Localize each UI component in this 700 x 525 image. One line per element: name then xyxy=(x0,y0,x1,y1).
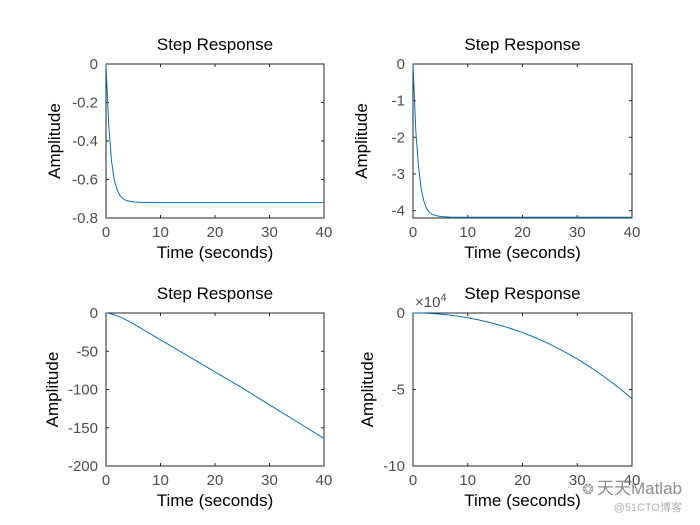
x-axis-label: Time (seconds) xyxy=(464,491,581,510)
chart-title: Step Response xyxy=(464,284,580,303)
y-tick-label: -200 xyxy=(68,458,98,475)
y-tick-label: -5 xyxy=(392,382,405,399)
y-tick-label: -50 xyxy=(76,343,98,360)
y-tick-label: -4 xyxy=(392,203,405,220)
y-tick-label: -0.8 xyxy=(72,210,98,227)
series-line-1 xyxy=(105,63,324,204)
x-tick-label: 0 xyxy=(409,472,417,489)
y-tick-label: -0.2 xyxy=(72,95,98,112)
x-tick-label: 30 xyxy=(261,224,278,241)
x-tick-label: 10 xyxy=(459,472,476,489)
x-tick-label: 10 xyxy=(152,224,169,241)
chart-title: Step Response xyxy=(464,35,580,54)
y-tick-label: -3 xyxy=(392,166,405,183)
y-tick-label: -0.6 xyxy=(72,172,98,189)
y-tick-label: 0 xyxy=(90,56,98,73)
x-tick-label: 40 xyxy=(316,472,333,489)
y-tick-label: -10 xyxy=(383,458,405,475)
x-tick-label: 40 xyxy=(624,224,641,241)
y-tick-label: -1 xyxy=(392,93,405,110)
y-tick-label: 0 xyxy=(397,56,405,73)
subplot-3: 0 10 20 30 40 0 -50 -100 -150 -200 Step Response Ti… xyxy=(43,284,332,510)
y-tick-label: 0 xyxy=(397,305,405,322)
subplot-2: 0 10 20 30 40 0 -1 -2 -3 -4 Step Response Time (sec… xyxy=(352,35,640,262)
y-axis-label: Amplitude xyxy=(358,352,377,428)
x-tick-label: 20 xyxy=(514,472,531,489)
x-tick-label: 0 xyxy=(102,224,110,241)
wechat-icon: ❂ xyxy=(582,481,594,497)
x-tick-label: 40 xyxy=(624,472,641,489)
x-tick-label: 10 xyxy=(459,224,476,241)
y-axis-label: Amplitude xyxy=(45,103,64,179)
x-tick-label: 20 xyxy=(207,224,224,241)
x-axis-label: Time (seconds) xyxy=(157,491,274,510)
series-line-1 xyxy=(412,312,633,400)
watermark: ❂ 天天Matlab @51CTO博客 xyxy=(582,474,682,515)
x-tick-label: 40 xyxy=(316,224,333,241)
x-axis-label: Time (seconds) xyxy=(464,243,581,262)
watermark-sub: @51CTO博客 xyxy=(613,502,682,514)
y-tick-label: 0 xyxy=(90,305,98,322)
plot-frame xyxy=(105,312,325,467)
y-tick-label: -150 xyxy=(68,420,98,437)
plot-frame xyxy=(105,63,325,219)
y-axis-label: Amplitude xyxy=(352,103,371,179)
chart-title: Step Response xyxy=(157,284,273,303)
x-tick-label: 0 xyxy=(409,224,417,241)
y-multiplier: ×104 xyxy=(415,292,447,311)
plot-frame xyxy=(412,312,633,467)
subplot-1: 0 10 20 30 40 0 -0.2 -0.4 -0.6 -0.8 Step Response T… xyxy=(45,35,332,262)
series-line-1 xyxy=(412,63,632,218)
y-tick-label: -100 xyxy=(68,382,98,399)
y-tick-label: -2 xyxy=(392,129,405,146)
series-line-1 xyxy=(105,312,325,439)
watermark-main: 天天Matlab xyxy=(596,479,682,498)
x-tick-label: 10 xyxy=(152,472,169,489)
x-tick-label: 30 xyxy=(569,224,586,241)
y-axis-label: Amplitude xyxy=(43,352,62,428)
y-tick-label: -0.4 xyxy=(72,133,98,150)
chart-title: Step Response xyxy=(157,35,273,54)
x-axis-label: Time (seconds) xyxy=(157,243,274,262)
x-tick-label: 20 xyxy=(514,224,531,241)
x-tick-label: 20 xyxy=(207,472,224,489)
plot-frame xyxy=(412,63,633,219)
x-tick-label: 0 xyxy=(102,472,110,489)
subplot-4: 0 10 20 30 40 0 -5 -10 ×104 Step Response Time (se… xyxy=(358,284,640,510)
x-tick-label: 30 xyxy=(261,472,278,489)
x-tick-label: 30 xyxy=(569,472,586,489)
